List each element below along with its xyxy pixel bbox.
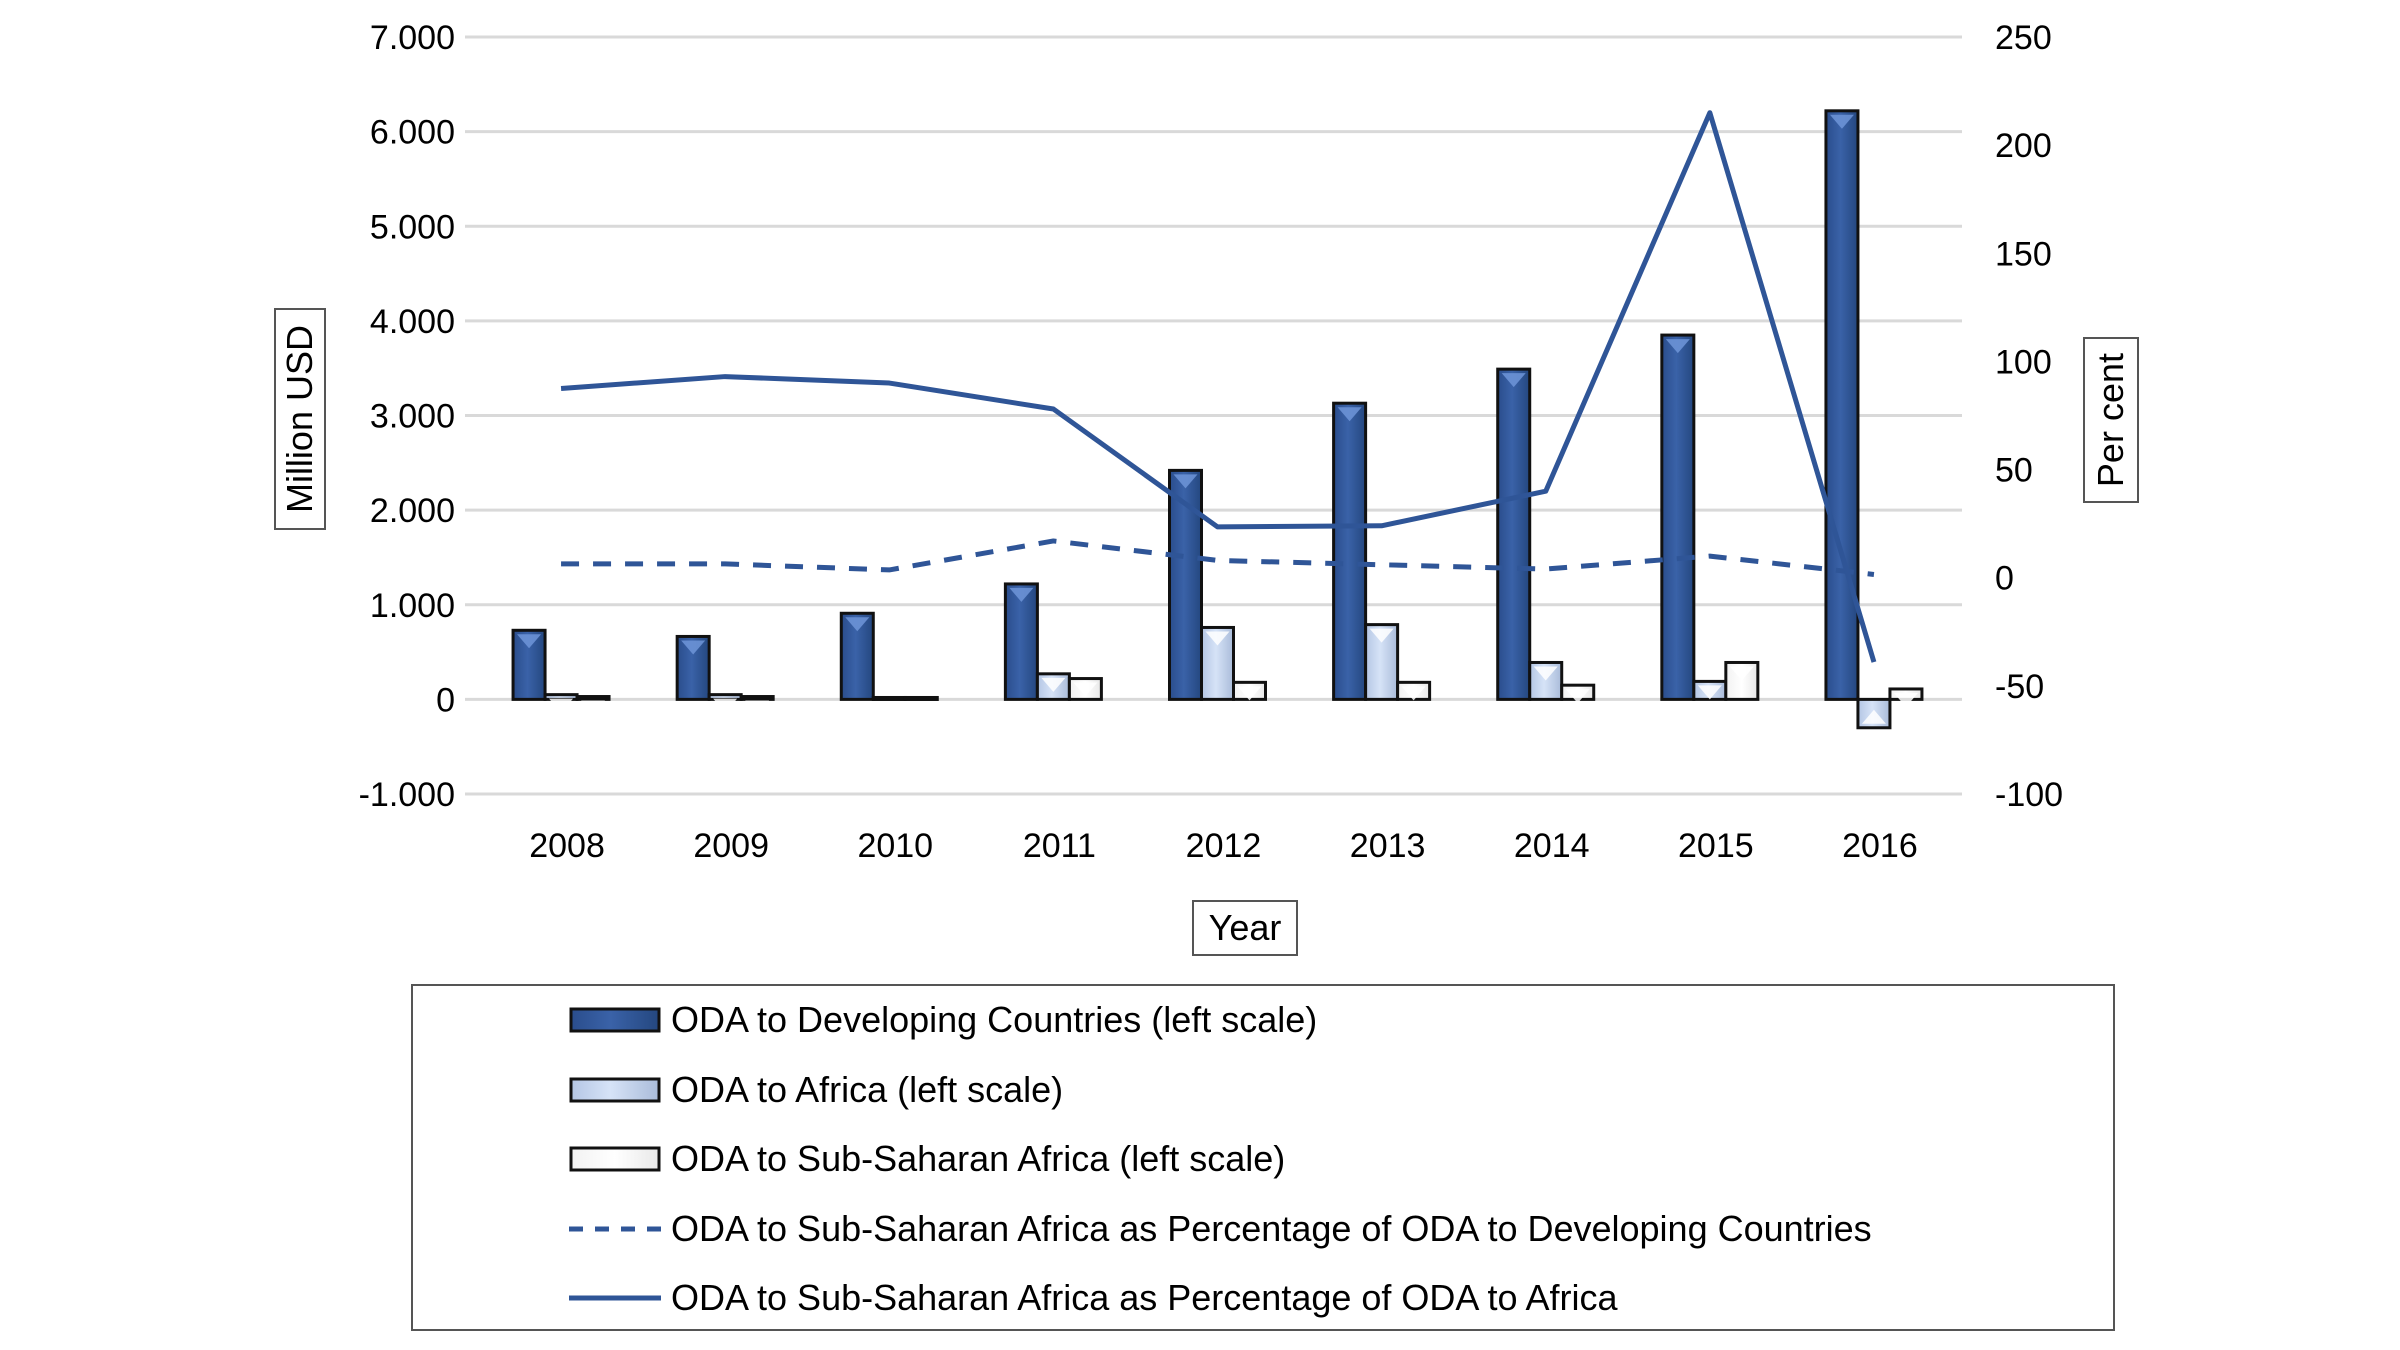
legend-swatch bbox=[569, 1295, 661, 1301]
bar-3 bbox=[575, 695, 611, 701]
bar-bevel bbox=[1533, 666, 1558, 681]
bar-1 bbox=[1003, 582, 1039, 701]
x-tick-label: 2008 bbox=[529, 827, 605, 865]
bar-bevel bbox=[517, 634, 542, 649]
bar-1 bbox=[1332, 401, 1368, 701]
bar-bevel bbox=[1861, 709, 1886, 724]
bar-bevel bbox=[1009, 587, 1034, 602]
bar-bevel bbox=[877, 701, 902, 716]
x-tick-label: 2011 bbox=[1023, 827, 1096, 865]
y-tick-label: -1.000 bbox=[359, 776, 455, 814]
y-axis-title: Million USD bbox=[279, 324, 320, 514]
bar-bevel bbox=[1565, 689, 1590, 704]
bar-bevel bbox=[1665, 339, 1690, 354]
x-axis-title: Year bbox=[1208, 907, 1282, 948]
y2-tick-label: 150 bbox=[1995, 235, 2052, 273]
y2-tick-label: 50 bbox=[1995, 452, 2033, 490]
legend-label: ODA to Sub-Saharan Africa as Percentage … bbox=[671, 1277, 1618, 1318]
x-tick-label: 2014 bbox=[1514, 827, 1590, 865]
bar-bevel bbox=[1893, 692, 1918, 707]
bar-bevel bbox=[581, 700, 606, 715]
bar-bevel bbox=[1041, 677, 1066, 692]
bar-3 bbox=[903, 695, 939, 701]
y-tick-label: 6.000 bbox=[370, 114, 455, 152]
dashed-line-series bbox=[561, 538, 1875, 577]
solid-line-series bbox=[560, 110, 1877, 663]
x-tick-label: 2009 bbox=[693, 827, 769, 865]
x-tick-label: 2016 bbox=[1842, 827, 1918, 865]
bar-bevel bbox=[1401, 686, 1426, 701]
x-axis-title-box: Year bbox=[1192, 900, 1298, 956]
bar-bevel bbox=[1729, 666, 1754, 681]
legend-item: ODA to Sub-Saharan Africa as Percentage … bbox=[569, 1268, 1618, 1328]
y2-tick-label: -50 bbox=[1995, 668, 2044, 706]
y2-tick-label: 250 bbox=[1995, 19, 2052, 57]
legend-item: ODA to Sub-Saharan Africa (left scale) bbox=[569, 1129, 1285, 1189]
legend-swatch bbox=[569, 1146, 661, 1172]
bar-1 bbox=[1168, 468, 1203, 701]
y-tick-label: 4.000 bbox=[370, 303, 455, 341]
bar-bevel bbox=[1205, 631, 1230, 646]
y-tick-label: 7.000 bbox=[370, 19, 455, 57]
legend-swatch bbox=[569, 1226, 661, 1231]
x-tick-label: 2012 bbox=[1186, 827, 1262, 865]
bar-bevel bbox=[1073, 682, 1098, 697]
bar-bevel bbox=[845, 617, 870, 632]
y2-axis-title: Per cent bbox=[2090, 352, 2131, 488]
legend-item: ODA to Sub-Saharan Africa as Percentage … bbox=[569, 1199, 1872, 1259]
bar-bevel bbox=[713, 698, 738, 713]
y2-axis-title-box: Per cent bbox=[2083, 337, 2139, 503]
legend: ODA to Developing Countries (left scale)… bbox=[411, 984, 2115, 1331]
legend-label: ODA to Sub-Saharan Africa as Percentage … bbox=[671, 1207, 1872, 1249]
y-tick-label: 0 bbox=[436, 681, 455, 719]
legend-swatch bbox=[569, 1007, 661, 1033]
legend-item: ODA to Developing Countries (left scale) bbox=[569, 990, 1317, 1050]
bar-bevel bbox=[909, 701, 934, 716]
bar-bevel bbox=[1501, 373, 1526, 388]
x-tick-label: 2010 bbox=[857, 827, 933, 865]
bar-bevel bbox=[1829, 114, 1854, 129]
bar-bevel bbox=[1369, 628, 1394, 643]
y2-tick-label: 200 bbox=[1995, 127, 2052, 165]
bar-bevel bbox=[1173, 474, 1198, 489]
x-tick-label: 2015 bbox=[1678, 827, 1754, 865]
y-axis-title-box: Million USD bbox=[274, 308, 326, 530]
bar-3 bbox=[1724, 660, 1760, 701]
bar-bevel bbox=[549, 698, 574, 713]
x-tick-label: 2013 bbox=[1350, 827, 1426, 865]
bar-1 bbox=[511, 628, 547, 701]
bar-bevel bbox=[1337, 407, 1362, 422]
legend-item: ODA to Africa (left scale) bbox=[569, 1060, 1063, 1120]
y2-tick-label: -100 bbox=[1995, 776, 2063, 814]
bar-2 bbox=[871, 695, 907, 701]
y2-tick-label: 0 bbox=[1995, 560, 2014, 598]
legend-swatch bbox=[569, 1077, 661, 1102]
y2-tick-label: 100 bbox=[1995, 343, 2052, 381]
bar-bevel bbox=[681, 640, 706, 655]
legend-label: ODA to Sub-Saharan Africa (left scale) bbox=[671, 1138, 1286, 1179]
bar-1 bbox=[1660, 333, 1696, 701]
bar-bevel bbox=[1237, 686, 1262, 701]
bar-bevel bbox=[745, 700, 770, 715]
bar-1 bbox=[1496, 367, 1532, 701]
bar-1 bbox=[1824, 109, 1860, 701]
y-tick-label: 2.000 bbox=[370, 492, 455, 530]
y-tick-label: 5.000 bbox=[370, 208, 455, 246]
legend-label: ODA to Developing Countries (left scale) bbox=[671, 999, 1318, 1040]
y-tick-label: 3.000 bbox=[370, 398, 455, 436]
bar-3 bbox=[739, 695, 775, 701]
bar-bevel bbox=[1697, 685, 1722, 700]
y-tick-label: 1.000 bbox=[370, 587, 455, 625]
legend-label: ODA to Africa (left scale) bbox=[671, 1068, 1064, 1110]
